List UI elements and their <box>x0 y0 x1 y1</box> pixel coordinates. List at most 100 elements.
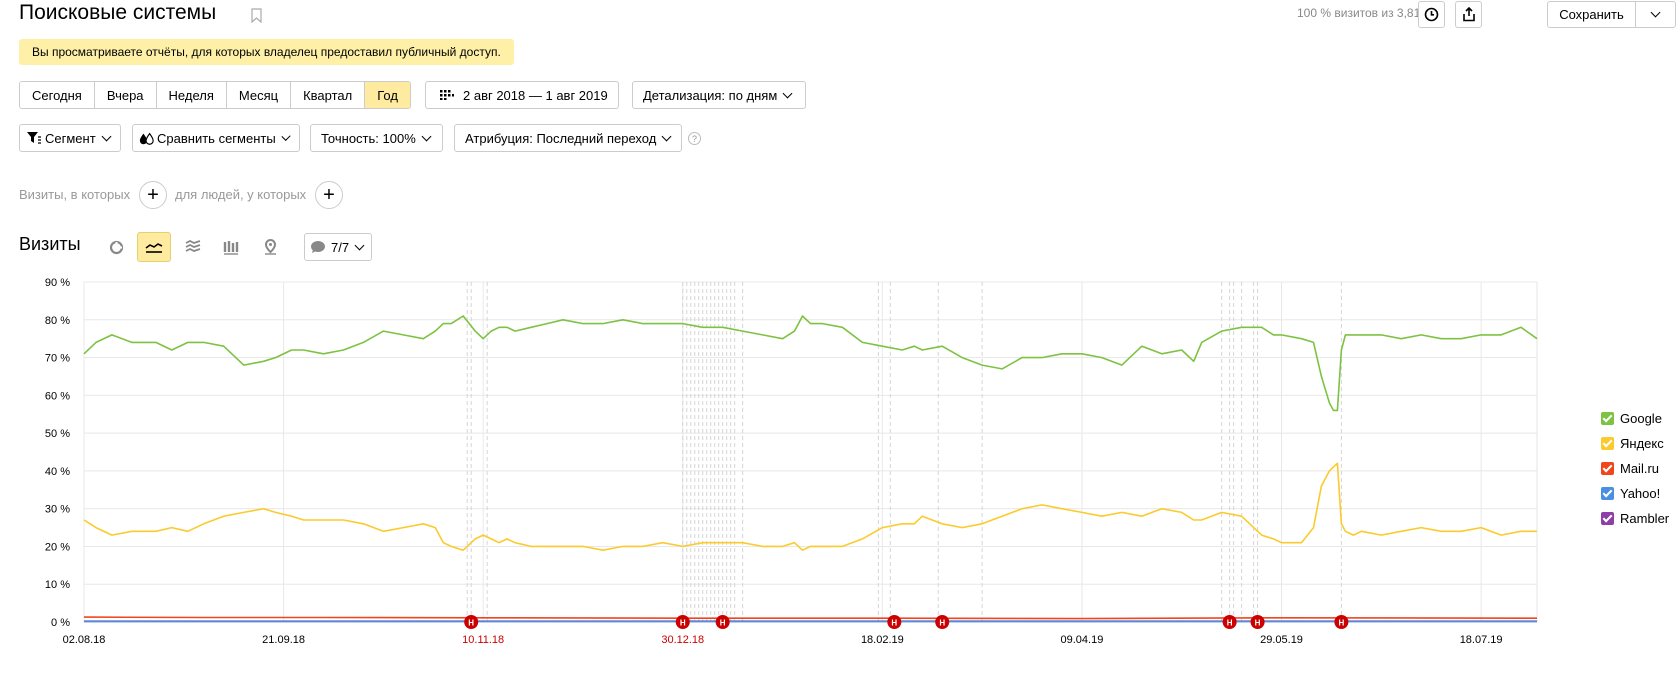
note-marker-label: Н <box>891 619 897 628</box>
legend-label: Yahoo! <box>1620 486 1661 501</box>
date-range-label: 2 авг 2018 — 1 авг 2019 <box>463 87 608 103</box>
line-chart-button[interactable] <box>137 232 171 262</box>
bar-chart-button[interactable] <box>214 232 248 262</box>
period-button[interactable]: Сегодня <box>20 82 95 108</box>
history-button[interactable] <box>1418 1 1445 28</box>
map-icon <box>264 239 276 255</box>
comment-icon <box>311 241 325 253</box>
save-button[interactable]: Сохранить <box>1547 1 1636 28</box>
people-condition-label: для людей, у которых <box>175 187 307 202</box>
bookmark-icon[interactable] <box>251 8 262 23</box>
filter-icon <box>27 132 41 144</box>
y-tick-label: 10 % <box>45 579 70 591</box>
note-marker-label: Н <box>468 619 474 628</box>
legend-item[interactable]: Mail.ru <box>1601 456 1669 481</box>
map-button[interactable] <box>253 232 287 262</box>
legend-item[interactable]: Yahoo! <box>1601 481 1669 506</box>
plus-icon: + <box>147 184 159 206</box>
x-tick-label: 30.12.18 <box>661 634 704 646</box>
y-tick-label: 70 % <box>45 353 70 365</box>
chevron-down-icon <box>782 88 793 98</box>
legend-label: Rambler <box>1620 511 1670 526</box>
section-title: Визиты <box>19 234 81 254</box>
legend-checkbox[interactable] <box>1601 462 1614 475</box>
period-button[interactable]: Квартал <box>291 82 366 108</box>
bar-chart-icon <box>223 240 239 255</box>
period-button[interactable]: Неделя <box>156 82 227 108</box>
note-marker <box>1334 615 1349 629</box>
series-line <box>83 315 1538 412</box>
legend-item[interactable]: Яндекс <box>1601 431 1669 456</box>
save-options-button[interactable] <box>1635 1 1676 28</box>
calendar-icon <box>440 90 454 100</box>
y-tick-label: 20 % <box>45 541 70 553</box>
export-button[interactable] <box>1455 1 1482 28</box>
legend-label: Google <box>1620 411 1662 426</box>
x-tick-label: 10.11.18 <box>462 634 504 646</box>
note-marker-label: Н <box>1255 619 1261 628</box>
compare-label: Сравнить сегменты <box>157 130 276 146</box>
y-tick-label: 40 % <box>45 466 70 478</box>
detail-label: Детализация: по дням <box>643 87 778 103</box>
note-marker <box>1250 615 1265 629</box>
period-button[interactable]: Месяц <box>226 82 292 108</box>
legend-item[interactable]: Rambler <box>1601 506 1669 531</box>
pie-chart-button[interactable] <box>99 232 133 262</box>
y-tick-label: 60 % <box>45 390 70 402</box>
notes-dropdown[interactable]: 7/7 <box>304 233 372 261</box>
chevron-down-icon <box>421 131 432 141</box>
y-tick-label: 0 % <box>51 617 70 629</box>
y-tick-label: 90 % <box>45 277 70 289</box>
x-tick-label: 02.08.18 <box>63 634 106 646</box>
plus-icon: + <box>323 184 335 206</box>
help-icon[interactable]: ? <box>688 132 701 145</box>
legend-label: Яндекс <box>1620 436 1664 451</box>
history-icon <box>1424 7 1439 22</box>
compare-icon <box>139 132 154 145</box>
legend-checkbox[interactable] <box>1601 437 1614 450</box>
x-tick-label: 29.05.19 <box>1260 634 1303 646</box>
x-tick-label: 09.04.19 <box>1061 634 1104 646</box>
segment-button[interactable]: Сегмент <box>19 124 121 152</box>
legend-checkbox[interactable] <box>1601 512 1614 525</box>
x-tick-label: 18.02.19 <box>861 634 904 646</box>
note-marker <box>887 615 902 629</box>
x-tick-label: 21.09.18 <box>262 634 305 646</box>
date-range-picker[interactable]: 2 авг 2018 — 1 авг 2019 <box>425 81 619 109</box>
chevron-down-icon <box>661 131 672 141</box>
series-line <box>83 616 1538 620</box>
period-button[interactable]: Вчера <box>94 82 157 108</box>
page-title: Поисковые системы <box>19 1 217 24</box>
segment-label: Сегмент <box>45 130 96 146</box>
accuracy-dropdown[interactable]: Точность: 100% <box>310 124 443 152</box>
compare-segments-button[interactable]: Сравнить сегменты <box>132 124 300 152</box>
detail-dropdown[interactable]: Детализация: по дням <box>632 81 806 109</box>
attribution-label: Атрибуция: Последний переход <box>465 130 657 146</box>
legend-item[interactable]: Google <box>1601 406 1669 431</box>
attribution-dropdown[interactable]: Атрибуция: Последний переход <box>454 124 682 152</box>
add-people-condition-button[interactable]: + <box>315 181 343 209</box>
legend-label: Mail.ru <box>1620 461 1660 476</box>
chevron-down-icon <box>101 131 112 141</box>
visits-line-chart: 0 % 10 % 20 % 30 % 40 % 50 % 60 % 70 % 80 % 90 % 0… <box>45 277 1538 646</box>
visits-share-info: 100 % визитов из 3,81 млн <box>1297 6 1446 20</box>
chevron-down-icon <box>354 240 365 250</box>
x-tick-label: 18.07.19 <box>1460 634 1503 646</box>
area-chart-icon <box>185 240 201 252</box>
chart-legend: Google Яндекс Mail.ru Yahoo! Rambler <box>1601 406 1669 531</box>
legend-checkbox[interactable] <box>1601 412 1614 425</box>
note-marker <box>464 615 479 629</box>
pie-chart-icon <box>109 240 123 254</box>
note-marker <box>935 615 950 629</box>
note-marker-label: Н <box>720 619 726 628</box>
note-marker-label: Н <box>1339 619 1345 628</box>
area-chart-button[interactable] <box>176 232 210 262</box>
period-button[interactable]: Год <box>365 82 410 108</box>
period-selector: Сегодня Вчера Неделя Месяц Квартал Год <box>19 81 411 109</box>
note-marker <box>1222 615 1237 629</box>
note-marker-label: Н <box>680 619 686 628</box>
legend-checkbox[interactable] <box>1601 487 1614 500</box>
add-visit-condition-button[interactable]: + <box>139 181 167 209</box>
line-chart-icon <box>145 243 163 253</box>
y-tick-label: 50 % <box>45 428 70 440</box>
